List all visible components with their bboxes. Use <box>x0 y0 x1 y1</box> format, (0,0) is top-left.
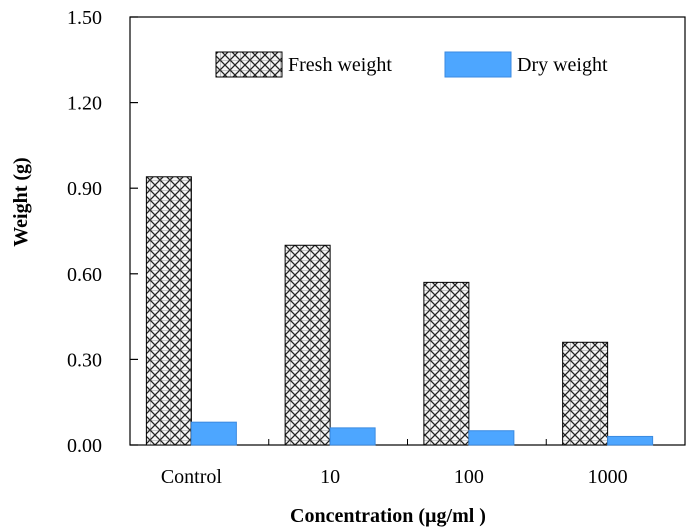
y-tick-label: 1.50 <box>67 7 102 29</box>
dry-weight-bar <box>190 421 237 446</box>
dry-weight-bar <box>329 427 376 446</box>
fresh-weight-bar <box>423 281 470 446</box>
x-tick-label: 10 <box>320 466 340 488</box>
legend: Fresh weight Dry weight <box>215 51 608 78</box>
dry-weight-bar <box>468 430 515 446</box>
legend-swatch <box>444 51 512 78</box>
x-tick-label: 100 <box>454 466 484 488</box>
legend-label: Dry weight <box>517 54 608 76</box>
legend-swatch <box>215 51 283 78</box>
y-tick-label: 0.00 <box>67 435 102 457</box>
dry-weight-bar <box>607 435 654 446</box>
y-tick-label: 0.90 <box>67 178 102 200</box>
x-axis-title: Concentration (µg/ml ) <box>290 505 486 527</box>
fresh-weight-bar <box>562 341 609 446</box>
fresh-weight-bar <box>284 244 331 446</box>
legend-label: Fresh weight <box>288 54 392 76</box>
x-tick-label: 1000 <box>588 466 628 488</box>
x-tick-label: Control <box>161 466 223 488</box>
y-tick-label: 0.30 <box>67 349 102 371</box>
x-axis: Control 10 100 1000 <box>161 439 686 488</box>
fresh-weight-bar <box>145 176 192 446</box>
bars <box>145 176 654 446</box>
y-axis: 0.00 0.30 0.60 0.90 1.20 1.50 <box>67 7 138 457</box>
y-tick-label: 0.60 <box>67 264 102 286</box>
y-axis-title: Weight (g) <box>10 157 32 246</box>
y-tick-label: 1.20 <box>67 93 102 115</box>
